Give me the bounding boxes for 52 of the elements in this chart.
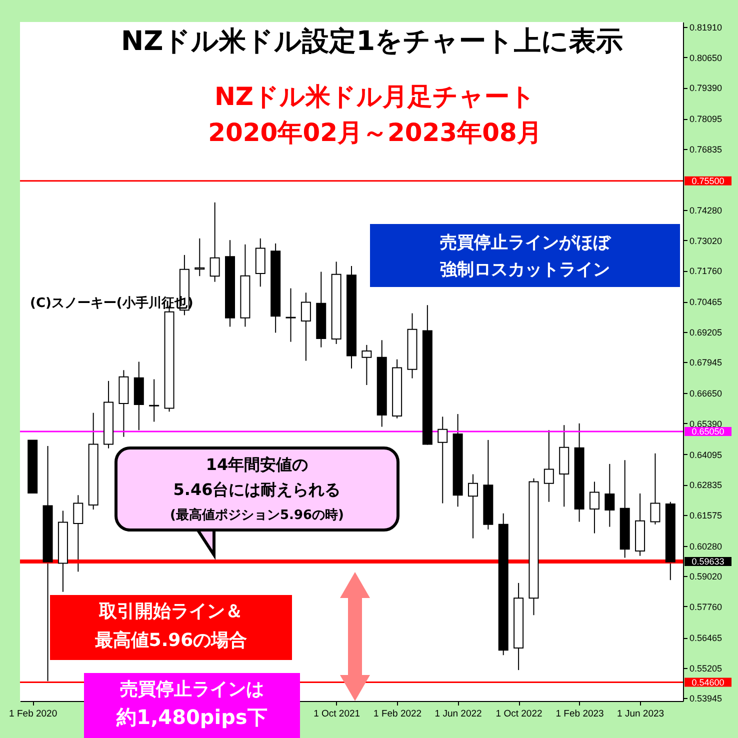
x-tick-label: 1 Jun 2022: [434, 708, 482, 720]
y-tick-label: 0.64095: [690, 450, 722, 460]
candlestick: [438, 416, 448, 504]
candlestick: [73, 494, 84, 572]
y-tick-label: 0.74280: [690, 206, 722, 216]
candlestick: [149, 378, 160, 422]
y-tick-label: 0.59020: [690, 572, 722, 582]
text: NZドル米ドル月足チャート2020年02月～2023年08月: [208, 82, 542, 147]
y-tick-label: 0.55205: [690, 663, 722, 674]
ref-line-label: 0.54600: [692, 677, 724, 688]
chart-title: NZドル米ドル設定1をチャート上に表示: [121, 26, 623, 57]
y-tick-label: 0.69205: [690, 327, 722, 338]
x-tick-label: 1 Feb 2022: [374, 708, 422, 720]
annotation: 14年間安値の5.46台には耐えられる(最高値ポジション5.96の時): [170, 455, 344, 523]
x-tick-label: 1 Oct 2021: [314, 708, 360, 720]
candlestick: [194, 238, 205, 277]
y-tick-label: 0.80650: [690, 52, 722, 63]
y-tick-label: 0.67945: [690, 358, 722, 368]
ref-line-label: 0.65050: [692, 426, 724, 437]
y-tick-label: 0.71760: [690, 266, 722, 276]
y-tick-label: 0.57760: [690, 602, 722, 612]
y-tick-label: 0.76835: [690, 144, 722, 154]
annotation: 取引開始ライン＆最高値5.96の場合: [94, 601, 248, 651]
x-tick-label: 1 Feb 2020: [9, 708, 58, 720]
candlestick: [544, 430, 554, 502]
candlestick: [468, 474, 478, 539]
y-tick-label: 0.61575: [690, 510, 722, 520]
y-tick-label: 0.79390: [690, 83, 722, 93]
y-tick-label: 0.56465: [690, 633, 722, 644]
candlestick: [210, 202, 220, 282]
y-tick-label: 0.53945: [690, 694, 722, 704]
candlestick: [286, 288, 296, 342]
candlestick: [650, 452, 660, 525]
candlestick: [300, 292, 311, 362]
ref-line-label: 0.59633: [692, 556, 724, 567]
x-tick-label: 1 Feb 2023: [556, 708, 604, 720]
y-tick-label: 0.65390: [690, 418, 722, 429]
y-tick-label: 0.60280: [690, 542, 722, 552]
x-tick-label: 1 Jun 2023: [617, 708, 664, 720]
y-tick-label: 0.66650: [690, 388, 722, 399]
y-tick-label: 0.62835: [690, 480, 722, 490]
y-tick-label: 0.81910: [690, 22, 722, 33]
y-tick-label: 0.70465: [690, 297, 722, 308]
candlestick: [589, 481, 600, 534]
annotation: 売買停止ラインは約1,480pips下: [116, 679, 268, 729]
annotation: 売買停止ラインがほぼ強制ロスカットライン: [440, 233, 612, 280]
y-tick-label: 0.73020: [690, 236, 722, 246]
candlestick: [362, 344, 372, 386]
ref-line-label: 0.75500: [692, 176, 724, 186]
candlestick: [604, 463, 615, 528]
y-tick-label: 0.78095: [690, 114, 722, 124]
x-tick-label: 1 Oct 2022: [496, 708, 542, 720]
